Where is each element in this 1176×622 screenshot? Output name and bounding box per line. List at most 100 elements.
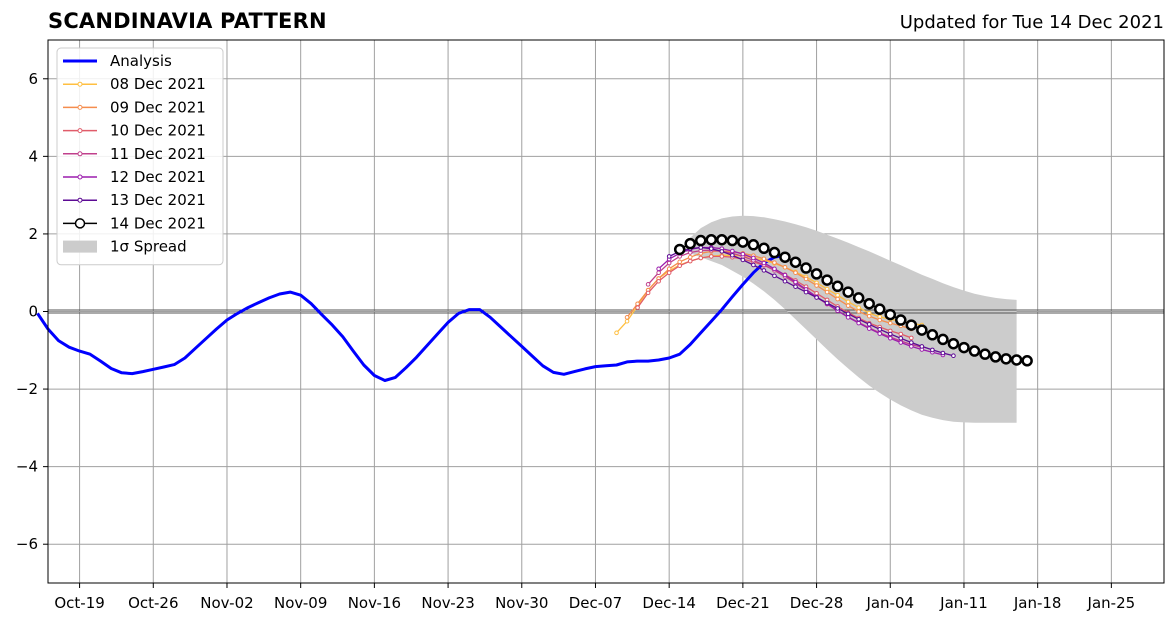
data-point [730,252,735,258]
data-point [856,320,861,326]
legend-label: 08 Dec 2021 [110,75,206,93]
data-point [793,284,798,289]
legend-label: 09 Dec 2021 [110,98,206,116]
data-point [737,236,749,248]
legend-entry: 11 Dec 2021 [63,145,206,163]
data-point [779,251,791,263]
data-point [751,255,756,261]
data-point [909,344,914,349]
y-tick-label: 0 [28,303,38,321]
y-tick-label: −4 [16,458,38,476]
data-point [782,264,788,270]
legend-entry: 08 Dec 2021 [63,75,206,93]
series-analysis [36,253,786,382]
x-tick-label: Dec-07 [569,594,623,612]
legend-entry: Analysis [63,52,172,70]
data-point [695,234,707,247]
data-point [747,239,760,251]
x-tick-label: Nov-02 [200,594,253,612]
data-point [947,337,960,350]
data-point [719,254,725,259]
data-point [895,314,907,326]
data-point [698,255,704,261]
data-point [726,234,739,247]
data-point [814,283,819,288]
data-point [761,256,767,262]
data-point [635,305,640,310]
data-point [666,254,672,259]
data-point [656,278,661,284]
data-point [730,248,735,254]
data-point [782,272,788,278]
data-point [772,260,777,265]
data-point [824,300,830,306]
data-point [863,297,875,310]
series-line [668,246,954,357]
data-point [866,326,872,331]
data-point [856,316,861,322]
data-point [831,280,844,293]
x-tick-label: Oct-19 [54,594,104,612]
legend-label: 13 Dec 2021 [110,191,206,209]
legend-entry: 1σ Spread [63,238,187,256]
data-point [887,335,893,341]
data-point [800,262,812,274]
data-point [909,340,914,345]
legend-entry: 09 Dec 2021 [63,98,206,116]
x-tick-label: Jan-04 [865,594,914,612]
legend-swatch [63,240,97,253]
legend-marker [77,104,83,110]
zero-line-layer [48,309,1164,314]
x-tick-label: Jan-25 [1087,594,1136,612]
legend-entry: 14 Dec 2021 [63,214,206,232]
data-point [645,290,651,296]
data-point [905,319,918,331]
data-point [1010,354,1023,366]
data-point [951,353,956,359]
data-point [740,251,746,257]
legend-label: 14 Dec 2021 [110,214,206,232]
data-point [687,258,693,264]
data-point [937,333,949,346]
data-point [1000,353,1012,365]
data-point [898,331,904,337]
legend-marker [77,81,83,87]
data-point [645,282,651,287]
series-13-dec-2021 [666,245,956,359]
data-point [835,296,840,302]
data-point [772,273,777,279]
data-point [916,324,928,336]
data-point [708,246,714,251]
legend-marker [77,128,83,134]
data-point [614,330,619,336]
x-tick-label: Nov-09 [274,594,327,612]
legend-label: 11 Dec 2021 [110,145,206,163]
x-tick-label: Dec-28 [790,594,844,612]
data-point [887,331,893,337]
data-point [866,313,872,319]
y-tick-label: 4 [28,147,38,165]
data-point [856,305,861,310]
data-point [789,256,802,268]
x-tick-label: Nov-16 [348,594,401,612]
y-tick-label: 6 [28,70,38,88]
data-point [824,289,830,295]
data-point [852,292,865,304]
data-point [677,259,682,265]
legend-label: 1σ Spread [110,238,187,256]
data-point [803,289,809,295]
data-point [793,279,798,285]
updated-date: Updated for Tue 14 Dec 2021 [899,12,1164,33]
data-point [845,299,851,305]
legend-label: 12 Dec 2021 [110,168,206,186]
y-tick-label: 2 [28,225,38,243]
legend-entry: 10 Dec 2021 [63,122,206,140]
data-point [740,257,746,263]
y-tick-label: −2 [16,380,38,398]
series-line [626,250,912,330]
data-point [877,317,883,323]
data-point [989,351,1002,363]
data-point [845,303,851,308]
legend-marker [77,151,83,157]
